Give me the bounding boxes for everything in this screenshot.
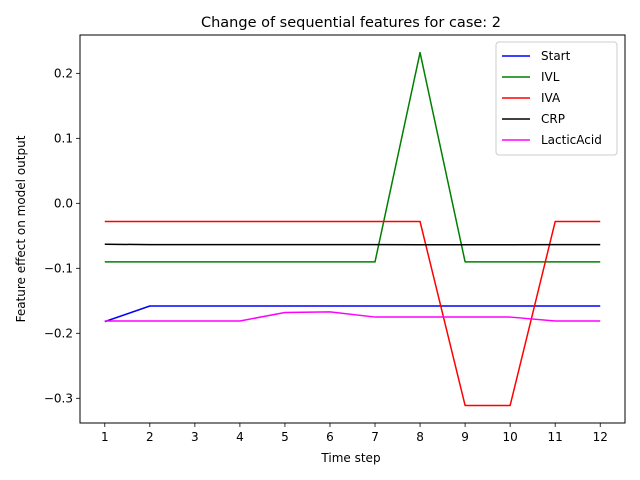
y-tick-label: 0.2: [54, 66, 73, 80]
x-tick-label: 8: [416, 430, 424, 444]
x-tick-label: 2: [146, 430, 154, 444]
x-tick-label: 4: [236, 430, 244, 444]
legend-box: [495, 41, 618, 156]
y-tick-label: −0.1: [44, 261, 73, 275]
y-tick-label: −0.2: [44, 326, 73, 340]
x-tick-label: 10: [503, 430, 518, 444]
x-tick-label: 1: [101, 430, 109, 444]
y-tick-label: 0.0: [54, 196, 73, 210]
y-tick-label: 0.1: [54, 131, 73, 145]
x-tick-label: 6: [326, 430, 334, 444]
series-line-iva: [104, 220, 601, 407]
legend-label-crp: CRP: [541, 112, 565, 126]
chart-title: Change of sequential features for case: …: [201, 15, 501, 31]
x-tick-label: 12: [593, 430, 608, 444]
x-tick-label: 11: [548, 430, 563, 444]
x-axis-label: Time step: [320, 451, 380, 465]
x-tick-label: 3: [191, 430, 199, 444]
series-layer: [104, 51, 601, 407]
series-line-start: [104, 305, 601, 323]
x-tick-label: 9: [461, 430, 469, 444]
legend-label-lacticacid: LacticAcid: [541, 133, 602, 147]
x-tick-label: 5: [281, 430, 289, 444]
x-axis: 1 2 3 4 5 6 7 8 9 10 11 12: [101, 423, 608, 444]
y-tick-label: −0.3: [44, 391, 73, 405]
x-tick-label: 7: [371, 430, 379, 444]
y-axis: 0.2 0.1 0.0 −0.1 −0.2 −0.3: [44, 66, 80, 405]
series-line-lacticacid: [104, 311, 601, 322]
series-line-ivl: [104, 51, 601, 263]
legend-label-start: Start: [541, 49, 571, 63]
legend-label-ivl: IVL: [541, 70, 560, 84]
legend-label-iva: IVA: [541, 91, 561, 105]
legend: Start IVL IVA CRP LacticAcid: [495, 41, 618, 156]
y-axis-label: Feature effect on model output: [14, 135, 28, 322]
plot-frame: [79, 34, 626, 424]
